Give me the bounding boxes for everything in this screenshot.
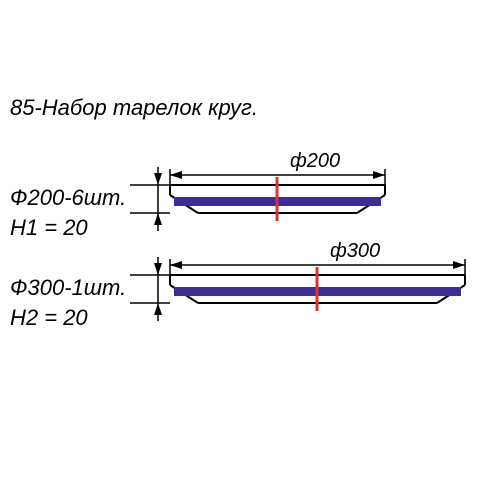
technical-diagram <box>0 0 500 500</box>
